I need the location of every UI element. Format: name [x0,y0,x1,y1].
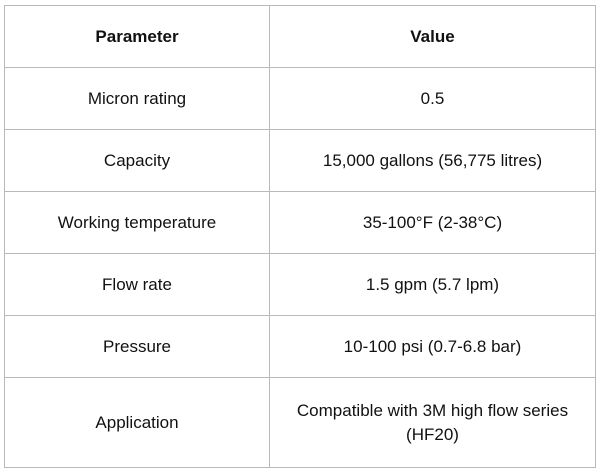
table-header: Parameter Value [4,5,596,68]
header-value: Value [269,5,596,68]
value-cell: 10-100 psi (0.7-6.8 bar) [269,315,596,378]
value-cell: 35-100°F (2-38°C) [269,191,596,254]
table-row: Micron rating 0.5 [4,67,596,130]
table-row: Application Compatible with 3M high flow… [4,377,596,468]
parameter-cell: Flow rate [4,253,270,316]
parameter-cell: Pressure [4,315,270,378]
parameter-cell: Application [4,377,270,468]
value-cell: Compatible with 3M high flow series (HF2… [269,377,596,468]
specifications-table: Parameter Value Micron rating 0.5 Capaci… [4,5,596,468]
value-cell: 0.5 [269,67,596,130]
value-cell: 1.5 gpm (5.7 lpm) [269,253,596,316]
value-cell: 15,000 gallons (56,775 litres) [269,129,596,192]
table-row: Capacity 15,000 gallons (56,775 litres) [4,129,596,192]
table-body: Micron rating 0.5 Capacity 15,000 gallon… [4,67,596,468]
parameter-cell: Capacity [4,129,270,192]
parameter-cell: Micron rating [4,67,270,130]
table-row: Flow rate 1.5 gpm (5.7 lpm) [4,253,596,316]
header-row: Parameter Value [4,5,596,68]
parameter-cell: Working temperature [4,191,270,254]
header-parameter: Parameter [4,5,270,68]
table-row: Pressure 10-100 psi (0.7-6.8 bar) [4,315,596,378]
table-row: Working temperature 35-100°F (2-38°C) [4,191,596,254]
